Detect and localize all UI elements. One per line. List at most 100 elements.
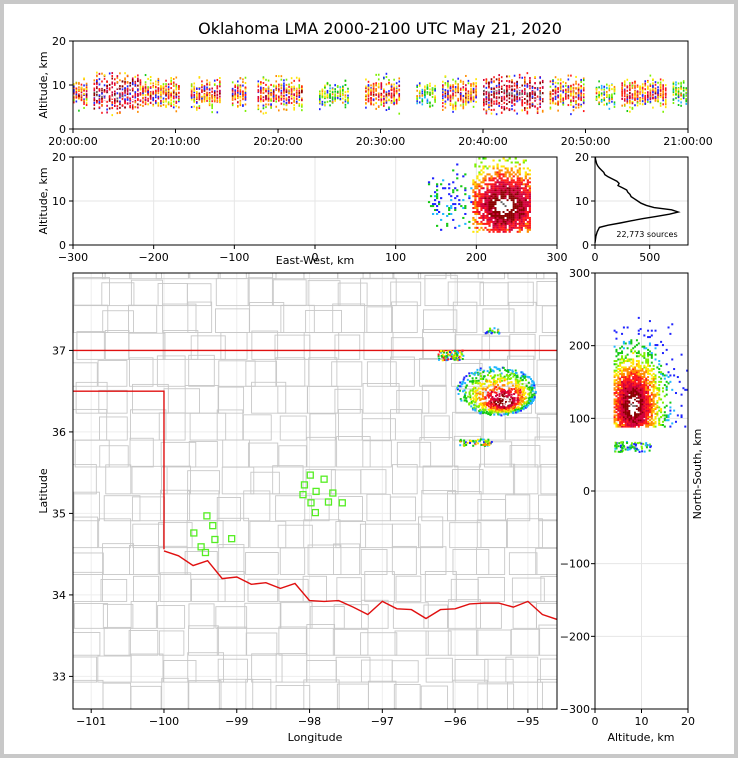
ew-height-point (508, 195, 511, 198)
time-height-point (155, 83, 157, 86)
time-height-point (518, 76, 521, 79)
time-height-point (672, 86, 675, 89)
plan-view-point (469, 396, 472, 399)
ew-height-point (526, 195, 529, 198)
time-height-point (442, 102, 444, 105)
time-height-point (606, 93, 608, 96)
time-height-point (626, 94, 629, 97)
time-height-point (629, 102, 631, 105)
ew-height-point (480, 216, 483, 219)
time-height-point (649, 74, 652, 77)
time-height-point (129, 99, 131, 102)
time-height-point (206, 86, 208, 89)
time-height-point (175, 110, 178, 113)
time-height-point (516, 89, 518, 92)
time-height-point (260, 83, 262, 86)
time-height-point (155, 89, 157, 92)
time-height-point (611, 97, 613, 100)
plan-view-point (496, 374, 499, 377)
ew-height-point (478, 173, 481, 176)
time-height-point (521, 97, 524, 100)
time-height-point (98, 78, 101, 81)
time-height-point (196, 101, 198, 104)
time-height-point (139, 93, 142, 96)
time-height-point (213, 79, 216, 82)
time-height-point (503, 99, 506, 102)
plan-view-point (491, 411, 494, 414)
ew-height-point (508, 218, 511, 221)
plan-view-point (508, 407, 511, 410)
plan-view-point (524, 391, 527, 394)
ew-height-point (484, 183, 487, 186)
time-height-point (339, 93, 342, 96)
time-height-point (129, 106, 131, 109)
ew-height-point (512, 187, 515, 190)
ew-height-point (427, 183, 431, 186)
ew-height-point (518, 193, 521, 196)
time-height-point (385, 72, 388, 75)
ew-height-point (480, 181, 483, 184)
time-height-point (114, 105, 116, 108)
time-height-point (142, 92, 144, 95)
time-height-point (424, 96, 426, 99)
county-outline (73, 408, 108, 441)
time-height-point (536, 86, 539, 89)
time-height-point (178, 99, 180, 102)
ew-height-point (486, 209, 489, 212)
time-height-point (272, 99, 275, 102)
time-height-point (290, 94, 293, 97)
ew-height-point (514, 218, 517, 221)
county-outline (245, 552, 279, 575)
time-height-point (272, 85, 275, 88)
time-height-point (193, 105, 196, 108)
time-height-point (121, 104, 124, 107)
ew-height-point (500, 212, 503, 215)
time-height-point (659, 84, 662, 87)
time-height-point (260, 110, 262, 113)
time-height-point (452, 84, 454, 87)
plan-view-point (494, 407, 497, 410)
time-height-point (203, 97, 206, 100)
county-outline (272, 465, 304, 495)
time-height-point (262, 99, 265, 102)
time-height-point (326, 91, 329, 94)
ew-height-point (472, 201, 475, 204)
ew-height-point (502, 173, 505, 176)
time-height-point (344, 106, 347, 109)
time-height-point (290, 102, 293, 105)
ew-height-point (486, 222, 489, 225)
time-height-point (129, 87, 131, 90)
plan-view-point (490, 369, 493, 372)
county-outline (103, 495, 141, 522)
time-height-point (562, 103, 565, 106)
time-height-point (116, 86, 119, 89)
time-height-point (175, 83, 178, 86)
time-height-point (582, 83, 585, 86)
ew-height-point (518, 209, 521, 212)
ew-height-point (448, 209, 451, 212)
time-height-point (134, 83, 137, 86)
ew-height-point (512, 224, 515, 227)
ew-height-point (520, 218, 523, 221)
time-height-point (283, 84, 285, 87)
time-height-point (162, 97, 165, 100)
time-height-point (657, 99, 659, 102)
time-height-point (211, 90, 213, 93)
time-height-point (475, 91, 477, 94)
ew-height-point (436, 205, 439, 208)
time-height-point (175, 100, 178, 103)
time-height-point (485, 90, 488, 93)
time-height-point (672, 102, 675, 105)
ew-height-point (524, 187, 527, 190)
time-height-point (475, 94, 477, 97)
ew-height-point (494, 189, 497, 192)
time-height-point (131, 100, 134, 103)
plan-view-point (510, 396, 513, 399)
time-height-point (485, 103, 488, 106)
time-height-point (344, 84, 347, 87)
time-height-point (201, 98, 203, 101)
ew-height-point (524, 175, 527, 178)
time-height-point (557, 103, 559, 106)
time-height-point (385, 83, 388, 86)
time-height-point (147, 103, 149, 106)
